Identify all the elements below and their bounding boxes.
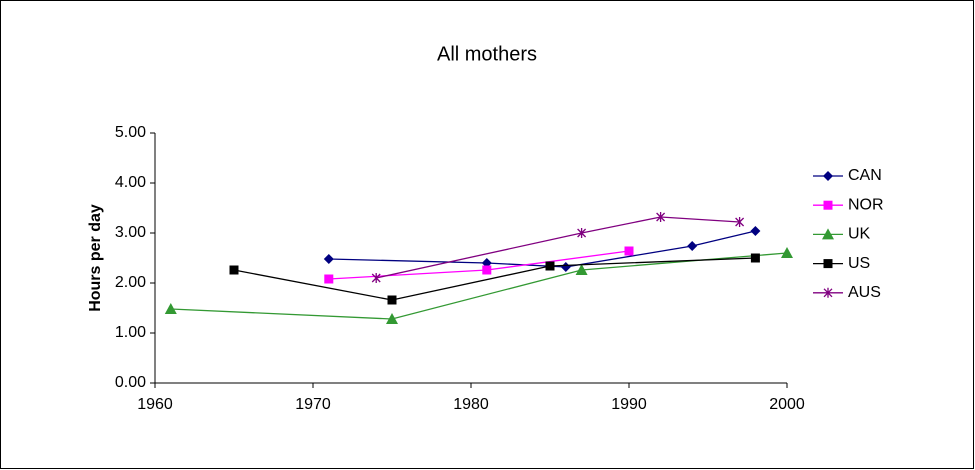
- series-line: [376, 216, 740, 279]
- y-axis-label: Hours per day: [87, 204, 104, 312]
- legend-label: CAN: [848, 167, 882, 184]
- data-point: [750, 226, 761, 236]
- series-line: [233, 257, 756, 301]
- legend-label: US: [848, 255, 870, 272]
- data-point: [386, 313, 398, 324]
- data-point: [687, 241, 698, 251]
- chart-title: All mothers: [437, 43, 537, 65]
- data-point: [545, 261, 555, 271]
- data-point: [624, 246, 634, 256]
- x-tick-label: 1990: [611, 396, 647, 413]
- legend-marker: [823, 259, 833, 269]
- data-point: [229, 265, 239, 275]
- x-tick-label: 1970: [295, 396, 331, 413]
- data-point: [371, 273, 381, 283]
- data-point: [735, 217, 745, 227]
- data-point: [750, 253, 760, 263]
- data-point: [387, 295, 397, 305]
- x-tick-label: 2000: [769, 396, 805, 413]
- data-point: [577, 228, 587, 238]
- x-tick-label: 1960: [137, 396, 173, 413]
- y-tick-label: 1.00: [115, 324, 146, 341]
- legend-marker: [823, 287, 833, 298]
- legend-label: AUS: [848, 284, 881, 301]
- legend-marker: [823, 171, 833, 181]
- legend-label: UK: [848, 226, 871, 243]
- data-point: [781, 247, 793, 258]
- data-point: [560, 262, 571, 272]
- x-tick-label: 1980: [453, 396, 489, 413]
- data-point: [575, 264, 588, 275]
- legend-marker: [823, 200, 833, 210]
- data-point: [164, 303, 177, 314]
- series-line: [170, 252, 788, 320]
- data-point: [323, 254, 334, 264]
- legend-marker: [822, 228, 834, 240]
- y-tick-label: 0.00: [115, 374, 146, 391]
- y-tick-label: 2.00: [115, 274, 146, 291]
- data-point: [482, 265, 492, 275]
- legend-label: NOR: [848, 196, 884, 213]
- data-point: [656, 212, 666, 222]
- data-point: [324, 274, 334, 284]
- y-tick-label: 5.00: [115, 124, 146, 141]
- y-tick-label: 4.00: [115, 174, 146, 191]
- y-tick-label: 3.00: [115, 224, 146, 241]
